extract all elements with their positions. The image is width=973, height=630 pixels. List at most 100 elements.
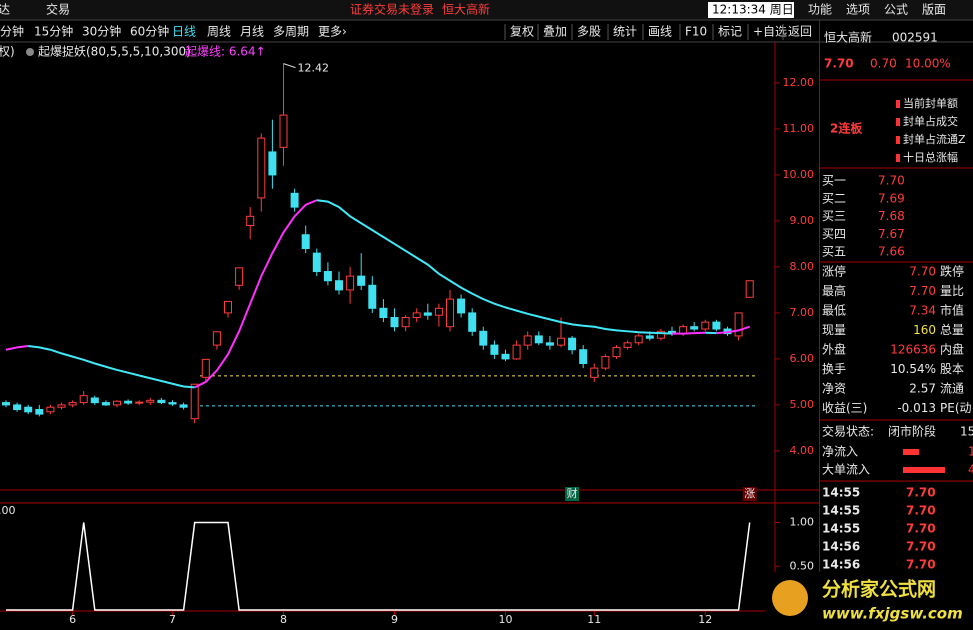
- candle-body: [701, 321, 710, 330]
- menu-item[interactable]: 选项: [846, 3, 870, 17]
- candle-body: [512, 344, 521, 360]
- stat-label: 净资: [822, 382, 846, 396]
- candle-body: [2, 402, 10, 406]
- y-tick-label: 0.50: [790, 559, 815, 572]
- tool-button[interactable]: 叠加: [543, 25, 567, 39]
- candle-body: [57, 404, 66, 408]
- chart-prefix: 权): [0, 45, 15, 59]
- candle-body: [434, 307, 443, 316]
- seal-icon: [896, 136, 900, 144]
- candle-body: [446, 298, 454, 328]
- period-tab[interactable]: 30分钟: [82, 24, 121, 39]
- candle-body: [179, 404, 188, 408]
- x-tick-label: 12: [698, 613, 712, 626]
- flow-value: 4: [968, 463, 973, 477]
- menu-item[interactable]: 功能: [808, 3, 832, 17]
- bid-price: 7.66: [878, 245, 905, 259]
- period-tab[interactable]: 多周期: [273, 25, 309, 39]
- candle-body: [201, 358, 210, 378]
- seal-label: 十日总涨幅: [903, 150, 958, 164]
- menu-item[interactable]: 公式: [884, 3, 908, 17]
- tool-button[interactable]: 返回: [788, 25, 812, 39]
- candle-body: [457, 298, 466, 314]
- tick-price: 7.70: [906, 504, 936, 518]
- stat-value: 7.70: [909, 284, 936, 298]
- stat-label: 换手: [822, 362, 846, 376]
- candle-body: [323, 271, 332, 282]
- menu-item[interactable]: 版面: [922, 3, 946, 17]
- ma-line: [5, 345, 29, 351]
- menu-item[interactable]: 交易: [46, 2, 70, 17]
- stat-value: 160: [913, 323, 936, 337]
- stock-code: 002591: [892, 31, 938, 45]
- candle-body: [612, 346, 621, 358]
- tick-price: 7.70: [906, 540, 936, 554]
- tool-button[interactable]: +自选: [753, 25, 787, 39]
- y-tick-label: 8.00: [790, 260, 815, 273]
- candle-body: [224, 300, 232, 314]
- stat-value: 7.70: [909, 265, 936, 279]
- tool-button[interactable]: 画线: [648, 25, 672, 39]
- candle-body: [35, 409, 44, 415]
- period-tab[interactable]: 日线: [172, 25, 196, 39]
- candle-body: [312, 252, 321, 273]
- period-tab[interactable]: 60分钟: [130, 24, 169, 39]
- event-label[interactable]: 财: [567, 486, 578, 500]
- candle-body: [368, 284, 377, 309]
- tool-button[interactable]: 复权: [510, 25, 534, 39]
- candle-body: [690, 326, 699, 330]
- settings-icon[interactable]: [26, 48, 34, 56]
- period-tab[interactable]: 更多›: [318, 25, 347, 39]
- candle-body: [534, 335, 543, 344]
- tool-button[interactable]: F10: [685, 25, 707, 39]
- flow-label: 大单流入: [822, 463, 870, 477]
- stat-value: 2.57: [909, 382, 936, 396]
- y-tick-label: 9.00: [790, 214, 815, 227]
- candle-body: [412, 312, 421, 319]
- candle-body: [346, 275, 355, 291]
- event-marker[interactable]: [742, 487, 757, 501]
- period-tab[interactable]: 月线: [240, 25, 264, 39]
- tick-time: 14:55: [822, 504, 860, 518]
- candle-body: [468, 312, 477, 332]
- menu-stock: 恒大高新: [442, 2, 490, 17]
- period-tab[interactable]: 周线: [207, 25, 231, 39]
- candle-body: [390, 317, 399, 328]
- status-value: 15: [960, 425, 973, 439]
- candle-body: [568, 337, 577, 351]
- event-label[interactable]: 涨: [744, 487, 755, 500]
- candle-body: [745, 280, 754, 298]
- candle-body: [113, 400, 121, 406]
- price-change: 0.70: [870, 57, 897, 71]
- indicator-name: 起爆捉妖(80,5,5,5,10,300): [38, 44, 191, 59]
- stat-label: 流通: [940, 382, 964, 396]
- candle-body: [557, 337, 565, 346]
- seal-icon: [896, 154, 900, 162]
- candle-body: [490, 344, 499, 355]
- candle-body: [257, 137, 266, 199]
- stat-label: 市值: [940, 303, 964, 318]
- period-tab[interactable]: 15分钟: [34, 24, 73, 39]
- bid-price: 7.69: [878, 191, 905, 205]
- seal-icon: [896, 100, 900, 108]
- candle-body: [90, 397, 99, 404]
- candle-body: [79, 395, 88, 404]
- logo-name: 分析家公式网: [822, 578, 936, 601]
- stock-name: 恒大高新: [824, 30, 872, 45]
- clock: 12:13:34 周日: [712, 3, 794, 17]
- candle-body: [545, 342, 554, 346]
- seal-icon: [896, 118, 900, 126]
- price-change-pct: 10.00%: [905, 57, 951, 71]
- stat-label: 股本: [940, 362, 964, 376]
- period-tab[interactable]: 分钟: [0, 24, 24, 39]
- tool-button[interactable]: 多股: [577, 25, 601, 39]
- stat-label: 外盘: [822, 342, 846, 357]
- tool-button[interactable]: 标记: [718, 25, 742, 39]
- candle-body: [246, 215, 255, 227]
- event-marker[interactable]: [565, 487, 580, 501]
- bid-label: 买五: [822, 245, 846, 259]
- tool-button[interactable]: 统计: [613, 25, 637, 39]
- stat-label: 内盘: [940, 342, 964, 357]
